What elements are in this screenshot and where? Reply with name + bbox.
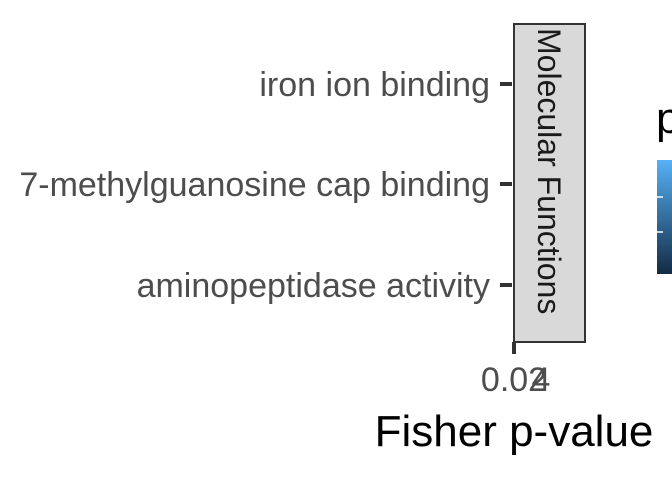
facet-strip-box — [513, 23, 586, 343]
facet-strip: Molecular Functions — [513, 23, 586, 343]
x-axis: 0.02 4 Fisher p-value — [375, 342, 654, 456]
category-label-aminopeptidase-activity: aminopeptidase activity — [137, 267, 490, 305]
y-axis-ticks — [500, 82, 512, 287]
x-tick-label-1: 4 — [532, 361, 551, 399]
legend-title: p — [656, 94, 672, 143]
x-tick-label-0: 0.02 — [481, 361, 547, 399]
facet-strip-label: Molecular Functions — [531, 28, 567, 314]
category-label-iron-ion-binding: iron ion binding — [259, 66, 490, 104]
legend-colorbar — [657, 160, 672, 274]
x-axis-title: Fisher p-value — [375, 407, 654, 456]
legend: p — [656, 94, 672, 274]
y-axis-labels: iron ion binding 7-methylguanosine cap b… — [19, 66, 490, 305]
category-label-7-methylguanosine-cap-binding: 7-methylguanosine cap binding — [19, 166, 490, 204]
